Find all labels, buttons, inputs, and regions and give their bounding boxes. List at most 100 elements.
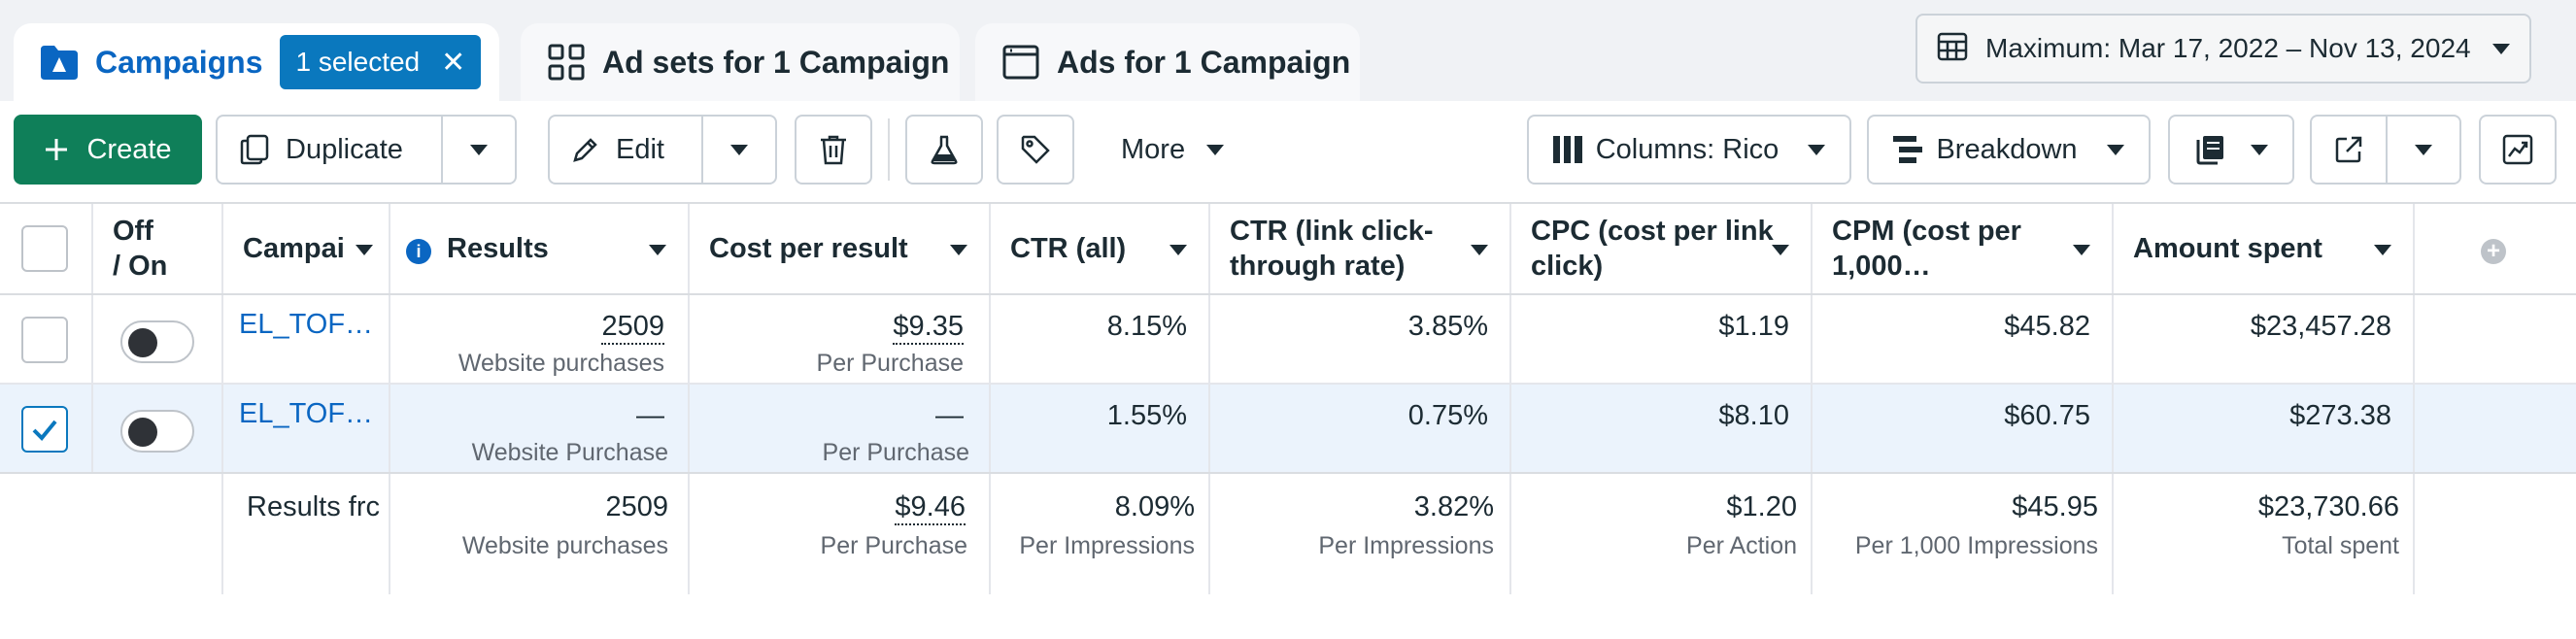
sort-caret-icon	[950, 245, 967, 255]
cost-per-result-value[interactable]: $9.35	[893, 311, 964, 345]
results-sub: Website purchases	[458, 350, 664, 377]
calendar-icon	[1937, 30, 1968, 68]
cost-per-result-total-cell: $9.46 Per Purchase	[690, 474, 991, 594]
col-off-on-label: Off / On	[113, 214, 167, 284]
results-cell: — Website Purchase	[390, 385, 690, 472]
chevron-down-icon	[2251, 144, 2268, 155]
row-checkbox[interactable]	[21, 317, 68, 363]
duplicate-dropdown[interactable]	[443, 117, 515, 183]
tag-button[interactable]	[997, 115, 1074, 185]
edit-button[interactable]: Edit	[550, 117, 701, 183]
pencil-icon	[571, 135, 600, 164]
more-label: More	[1121, 133, 1186, 165]
delete-button[interactable]	[795, 115, 872, 185]
tab-ads[interactable]: Ads for 1 Campaign	[975, 23, 1360, 101]
export-button[interactable]	[2312, 117, 2386, 183]
ctr-all-cell: 8.15%	[991, 295, 1210, 383]
col-amount-spent-label: Amount spent	[2133, 233, 2322, 264]
cpm-cell: $60.75	[1813, 385, 2114, 472]
select-all-checkbox[interactable]	[21, 225, 68, 272]
tab-bar: Campaigns 1 selected ✕ Ad sets for 1 Cam…	[0, 0, 2576, 101]
cpc-cell: $1.19	[1511, 295, 1813, 383]
campaign-toggle[interactable]	[120, 320, 194, 363]
export-dropdown[interactable]	[2388, 117, 2459, 183]
reports-button[interactable]	[2168, 115, 2294, 185]
amount-spent-cell: $273.38	[2114, 385, 2415, 472]
col-cpc[interactable]: CPC (cost per link click)	[1511, 204, 1813, 293]
chevron-down-icon	[1206, 144, 1225, 155]
ctr-all-value: 8.15%	[1106, 311, 1187, 342]
sort-caret-icon	[2073, 245, 2090, 255]
add-column-icon[interactable]: +	[2481, 239, 2506, 264]
clear-selection-icon[interactable]: ✕	[441, 46, 466, 79]
campaign-toggle[interactable]	[120, 410, 194, 453]
row-select-cell	[0, 295, 93, 383]
amount-spent-value: $23,457.28	[2250, 311, 2391, 342]
campaign-name-link[interactable]: EL_TOF…	[239, 398, 374, 429]
selected-badge-label: 1 selected	[295, 47, 421, 77]
col-campaign-label: Campai	[243, 233, 345, 264]
date-range-picker[interactable]: Maximum: Mar 17, 2022 – Nov 13, 2024	[1915, 14, 2531, 84]
duplicate-button-group: Duplicate	[216, 115, 517, 185]
sort-caret-icon	[2374, 245, 2391, 255]
tab-campaigns[interactable]: Campaigns 1 selected ✕	[14, 23, 499, 101]
cpc-cell: $8.10	[1511, 385, 1813, 472]
edit-button-group: Edit	[548, 115, 777, 185]
ctr-all-value: 1.55%	[1106, 400, 1187, 431]
ctr-link-value: 0.75%	[1407, 400, 1488, 431]
columns-button[interactable]: Columns: Rico	[1527, 115, 1851, 185]
duplicate-label: Duplicate	[286, 133, 403, 165]
more-button[interactable]: More	[1121, 115, 1225, 185]
col-cost-per-result[interactable]: Cost per result	[690, 204, 991, 293]
cost-per-result-cell: $9.35 Per Purchase	[690, 295, 991, 383]
totals-label: Results frc	[247, 491, 380, 522]
cost-per-result-total-sub: Per Purchase	[820, 532, 967, 559]
ab-test-button[interactable]	[905, 115, 983, 185]
edit-label: Edit	[616, 133, 664, 165]
col-ctr-all[interactable]: CTR (all)	[991, 204, 1210, 293]
plus-icon	[44, 137, 69, 162]
col-cpc-label: CPC (cost per link click)	[1531, 214, 1774, 284]
totals-label-cell: Results frc	[223, 474, 390, 594]
amount-spent-total-sub: Total spent	[2282, 532, 2399, 559]
table-row[interactable]: EL_TOF… 2509 Website purchases $9.35 Per…	[0, 295, 2576, 385]
cost-per-result-total[interactable]: $9.46	[895, 491, 966, 525]
campaign-name-link[interactable]: EL_TOF…	[239, 309, 374, 340]
row-toggle-cell	[93, 385, 223, 472]
breakdown-button[interactable]: Breakdown	[1867, 115, 2151, 185]
breakdown-label: Breakdown	[1936, 133, 2078, 165]
col-ctr-link[interactable]: CTR (link click- through rate)	[1210, 204, 1511, 293]
chevron-down-icon	[1808, 144, 1826, 155]
info-icon: i	[406, 239, 431, 264]
chevron-down-icon	[2492, 43, 2510, 54]
results-total: 2509	[605, 491, 668, 522]
tag-icon	[1020, 134, 1051, 165]
col-add: +	[2415, 204, 2576, 293]
col-cpc-line1: CPC (cost per link	[1531, 216, 1774, 247]
amount-spent-cell: $23,457.28	[2114, 295, 2415, 383]
col-results-label: Results	[447, 233, 549, 264]
results-cell: 2509 Website purchases	[390, 295, 690, 383]
results-value[interactable]: 2509	[601, 311, 664, 345]
edit-dropdown[interactable]	[703, 117, 775, 183]
table-row[interactable]: EL_TOF… — Website Purchase — Per Purchas…	[0, 385, 2576, 474]
ctr-link-value: 3.85%	[1407, 311, 1488, 342]
charts-button[interactable]	[2479, 115, 2557, 185]
col-cpm[interactable]: CPM (cost per 1,000…	[1813, 204, 2114, 293]
col-amount-spent[interactable]: Amount spent	[2114, 204, 2415, 293]
tab-adsets[interactable]: Ad sets for 1 Campaign	[521, 23, 960, 101]
cpm-total-cell: $45.95 Per 1,000 Impressions	[1813, 474, 2114, 594]
duplicate-button[interactable]: Duplicate	[218, 117, 441, 183]
sort-caret-icon	[649, 245, 666, 255]
sort-caret-icon	[1169, 245, 1187, 255]
create-button[interactable]: Create	[14, 115, 202, 185]
cpc-value: $1.19	[1718, 311, 1789, 342]
col-results[interactable]: i Results	[390, 204, 690, 293]
col-off-on-line2: / On	[113, 251, 168, 282]
row-checkbox[interactable]	[21, 406, 68, 453]
sort-caret-icon	[1471, 245, 1488, 255]
results-sub: Website Purchase	[471, 439, 668, 466]
amount-spent-value: $273.38	[2289, 400, 2391, 431]
selected-badge[interactable]: 1 selected ✕	[280, 35, 482, 89]
col-campaign[interactable]: Campai	[223, 204, 390, 293]
